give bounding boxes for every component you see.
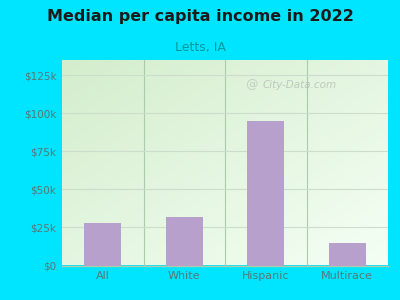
Bar [248,121,284,266]
Bar [84,223,121,266]
Text: Letts, IA: Letts, IA [174,40,226,53]
Text: @: @ [245,78,257,91]
Text: Median per capita income in 2022: Median per capita income in 2022 [46,9,354,24]
Bar [166,217,202,266]
Text: City-Data.com: City-Data.com [263,80,337,90]
Bar [329,243,366,266]
